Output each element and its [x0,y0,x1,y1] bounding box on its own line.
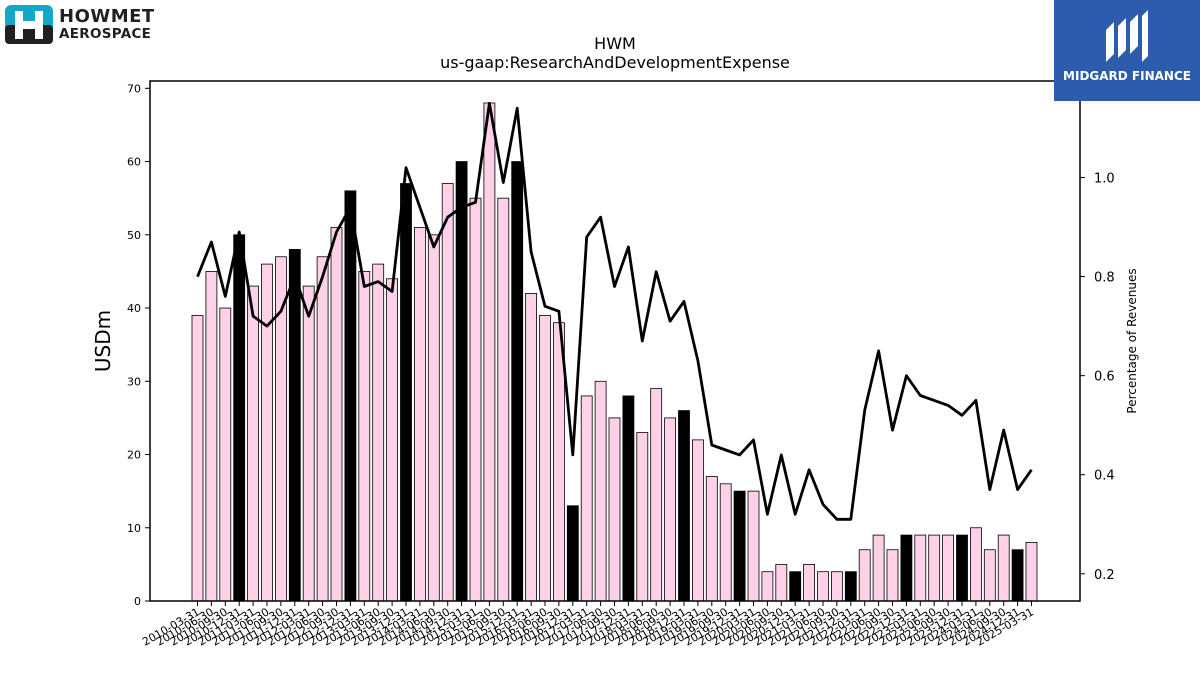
midgard-mark-icon [1106,10,1148,62]
bar [219,307,232,602]
howmet-wordmark-2: AEROSPACE [59,26,152,42]
bar [970,527,982,602]
bar [330,227,343,602]
bar [1011,549,1024,602]
bar [594,380,607,602]
bar [636,432,649,602]
y2-axis-label: Percentage of Revenues [1125,268,1139,413]
chart-title: HWM [594,34,636,53]
y-tick-label: 40 [127,302,141,315]
bar [566,505,579,602]
bar [191,314,204,602]
howmet-mark-icon [5,5,53,44]
midgard-logo: MIDGARD FINANCE [1054,0,1200,101]
bar [261,263,273,602]
y2-tick-label: 0.8 [1094,271,1115,286]
y2-tick-label: 0.4 [1094,469,1115,484]
bar [817,571,829,602]
bar [733,490,746,602]
bar [386,278,399,602]
bar [664,417,676,602]
bar [705,476,718,602]
bar [344,190,357,602]
bar [233,234,246,602]
bar [525,292,537,602]
bar [719,483,732,602]
bar [483,102,496,602]
bar [831,571,843,602]
bar [747,490,760,602]
bar [455,161,468,602]
bar [497,197,510,602]
axes: 0102030405060700.20.40.60.81.02010-03-31… [127,82,1115,648]
howmet-logo: HOWMET AEROSPACE [5,5,170,47]
bar [316,256,329,602]
bar [539,314,551,602]
bar [608,417,621,602]
midgard-wordmark: MIDGARD FINANCE [1063,69,1191,83]
bar [983,549,996,602]
y2-tick-label: 0.6 [1094,370,1115,385]
bar [775,563,788,602]
bar [692,439,704,602]
bar [358,271,371,602]
bar [441,183,454,602]
y-tick-label: 10 [127,522,141,535]
y-tick-label: 60 [127,156,141,169]
bar [900,534,913,602]
y2-tick-label: 1.0 [1094,172,1115,187]
bar [302,285,315,602]
series-line [196,101,1033,521]
bar [942,534,954,602]
bar [622,395,635,602]
line-group [196,101,1033,521]
bar [928,534,941,602]
bar [956,534,968,602]
bar [427,234,440,602]
bar [803,563,815,602]
bar [761,571,774,602]
bar [372,263,385,602]
y-axis-label: USDm [91,310,115,372]
y-tick-label: 0 [134,595,141,608]
bar [914,534,927,602]
bar [413,227,426,602]
bar [469,197,482,602]
howmet-wordmark-1: HOWMET [59,6,155,27]
y-tick-label: 20 [127,449,141,462]
y-tick-label: 30 [127,375,141,388]
y2-tick-label: 0.2 [1094,568,1115,583]
bar [789,571,802,602]
bar [886,549,899,602]
bar [511,161,524,602]
bar [844,571,857,602]
bar [288,249,301,602]
bar [858,549,871,602]
chart-subtitle: us-gaap:ResearchAndDevelopmentExpense [440,53,790,72]
bar [678,410,690,602]
bar [650,388,663,602]
bar [997,534,1010,602]
bar [400,183,412,602]
bar [205,271,218,602]
bar-group [191,102,1038,602]
bar [872,534,885,602]
bar [247,285,260,602]
y-tick-label: 70 [127,82,141,95]
y-tick-label: 50 [127,229,141,242]
bar [1025,542,1038,602]
bar [580,395,593,602]
